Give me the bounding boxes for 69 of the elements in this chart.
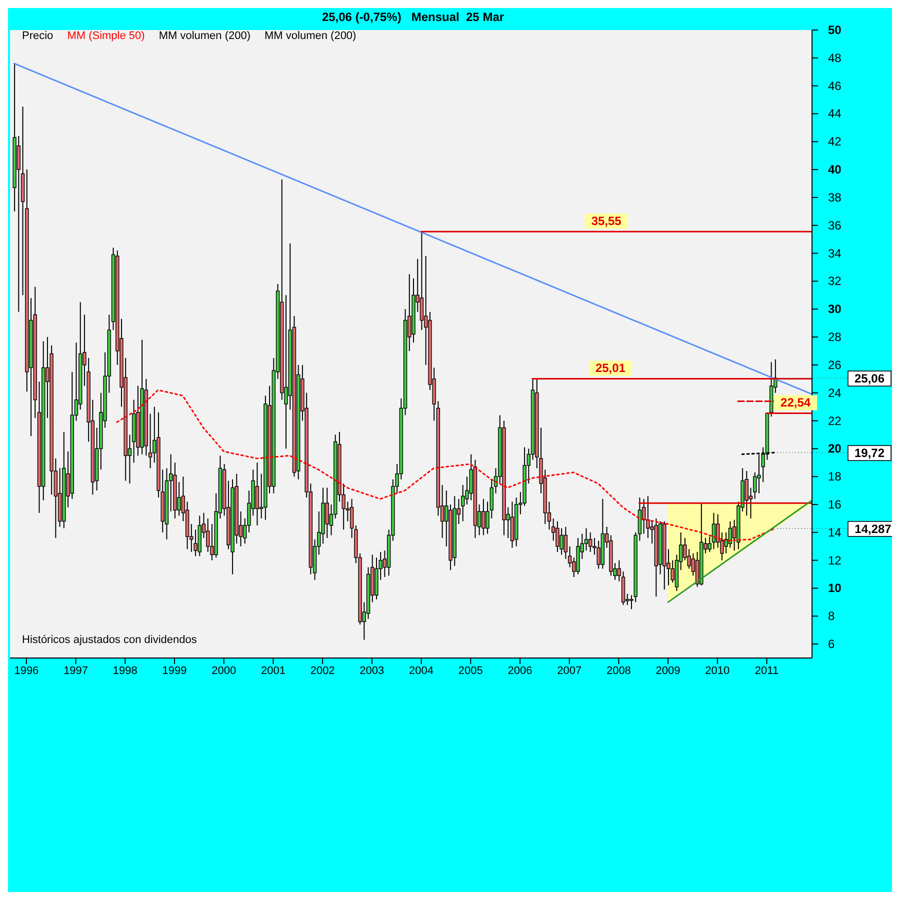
x-tick-label: 2000 bbox=[212, 664, 236, 677]
annotation: 19,72 bbox=[854, 446, 885, 460]
y-tick-label: 12 bbox=[828, 553, 842, 568]
candlestick bbox=[420, 231, 424, 331]
x-tick-label: 2007 bbox=[557, 664, 582, 677]
annotation: 25,06 bbox=[854, 372, 885, 386]
candlestick bbox=[568, 546, 572, 568]
x-tick-label: 2003 bbox=[360, 664, 384, 677]
x-tick-label: 2006 bbox=[508, 664, 532, 677]
annotation: 22,54 bbox=[780, 396, 811, 410]
x-tick-label: 2004 bbox=[409, 664, 434, 677]
y-tick-label: 48 bbox=[828, 50, 842, 65]
text: Precio bbox=[22, 30, 54, 42]
candlestick bbox=[584, 528, 588, 552]
candlestick bbox=[482, 498, 486, 536]
y-tick-label: 50 bbox=[828, 23, 842, 37]
y-tick-label: 46 bbox=[828, 78, 842, 93]
candlestick bbox=[744, 470, 748, 516]
y-tick-label: 6 bbox=[828, 637, 835, 652]
candlestick bbox=[461, 484, 465, 522]
y-tick-label: 26 bbox=[828, 358, 842, 372]
candlestick bbox=[510, 501, 514, 548]
chart-title: 25,06 (-0,75%) Mensual 25 Mar bbox=[320, 10, 506, 24]
y-tick-label: 44 bbox=[828, 106, 842, 121]
y-tick-label: 38 bbox=[828, 190, 842, 204]
annotation: MM volumen (200) bbox=[264, 30, 356, 42]
x-tick-label: 1999 bbox=[162, 664, 187, 677]
y-tick-label: 24 bbox=[828, 386, 842, 400]
y-tick-label: 16 bbox=[828, 497, 842, 512]
x-tick-label: 2010 bbox=[705, 664, 730, 677]
annotation: Históricos ajustados con dividendos bbox=[22, 634, 197, 646]
y-tick-label: 18 bbox=[828, 470, 842, 484]
candlestick bbox=[670, 560, 674, 584]
x-tick-label: 1996 bbox=[14, 664, 39, 677]
annotation: 35,55 bbox=[591, 214, 622, 228]
candlestick bbox=[588, 532, 592, 552]
text: MM (Simple 50) bbox=[67, 30, 145, 42]
x-tick-label: 1998 bbox=[112, 664, 138, 677]
y-tick-label: 30 bbox=[828, 302, 842, 316]
y-tick-label: 22 bbox=[828, 414, 842, 428]
x-tick-label: 2009 bbox=[656, 664, 680, 677]
candlestick bbox=[712, 512, 716, 550]
annotation: 14,287 bbox=[854, 522, 892, 536]
x-tick-label: 2008 bbox=[606, 664, 631, 677]
x-tick-label: 1997 bbox=[64, 664, 88, 677]
y-tick-label: 8 bbox=[828, 609, 835, 624]
candlestick bbox=[556, 520, 560, 552]
y-tick-label: 10 bbox=[828, 581, 842, 596]
x-tick-label: 2005 bbox=[458, 664, 483, 677]
y-tick-label: 34 bbox=[828, 246, 842, 260]
x-tick-label: 2002 bbox=[310, 664, 335, 677]
y-tick-label: 14 bbox=[828, 525, 842, 540]
y-tick-label: 40 bbox=[828, 162, 842, 177]
y-tick-label: 42 bbox=[828, 134, 842, 149]
y-tick-label: 32 bbox=[828, 274, 842, 288]
y-tick-label: 28 bbox=[828, 330, 842, 344]
candlestick bbox=[206, 518, 210, 552]
candlestick bbox=[617, 560, 621, 582]
candlestick bbox=[16, 136, 21, 312]
candlestick bbox=[325, 487, 329, 538]
y-tick-label: 20 bbox=[828, 442, 842, 456]
candlestick bbox=[148, 413, 152, 469]
annotation: MM volumen (200) bbox=[158, 30, 251, 42]
x-tick-label: 2001 bbox=[260, 664, 286, 677]
candlestick bbox=[255, 462, 260, 526]
x-tick-label: 2011 bbox=[754, 664, 779, 677]
annotation: 25,01 bbox=[595, 361, 626, 376]
y-tick-label: 36 bbox=[828, 218, 842, 232]
candlestick bbox=[564, 526, 568, 560]
